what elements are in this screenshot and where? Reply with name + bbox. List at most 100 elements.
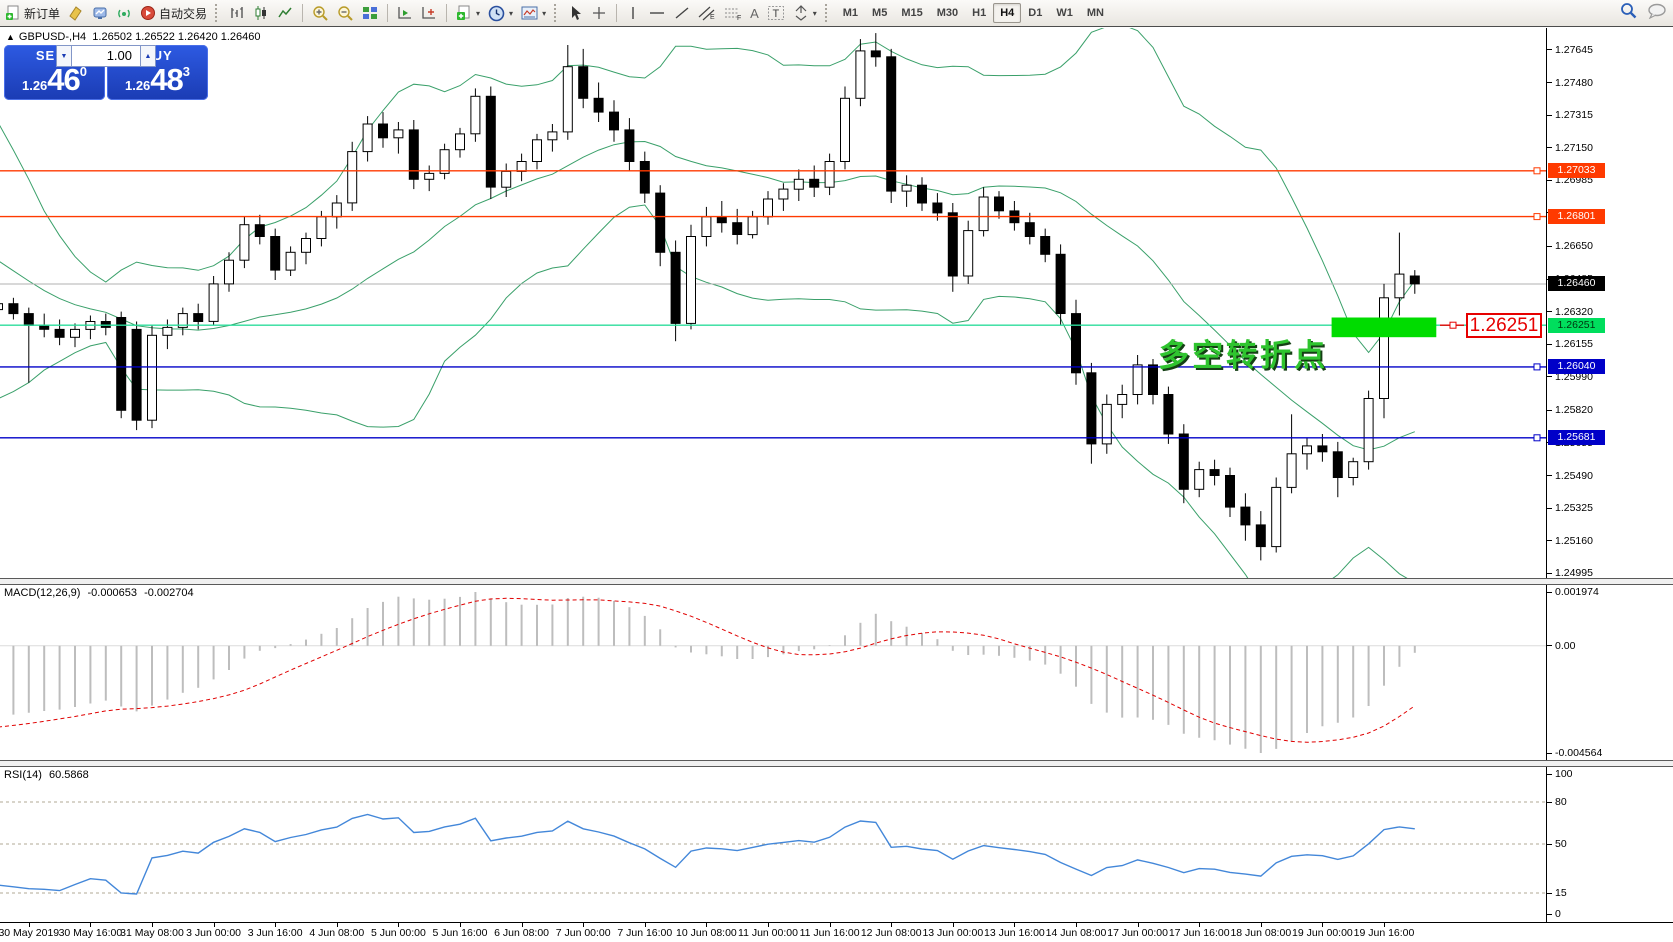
one-click-collapse-icon[interactable]: ▲: [6, 32, 15, 42]
volume-input[interactable]: 1.00: [72, 45, 140, 67]
timeframe-m15-button[interactable]: M15: [901, 7, 923, 19]
autotrading-button[interactable]: 自动交易: [137, 2, 210, 24]
crosshair-button[interactable]: [588, 2, 610, 24]
axis-tick: [1547, 507, 1552, 509]
horizontal-line-tool-button[interactable]: [645, 2, 669, 24]
time-axis[interactable]: 30 May 2019 30 May 16:00 31 May 08:00 3 Jun…: [0, 922, 1673, 942]
signals-button[interactable]: [113, 2, 135, 24]
indicators-button[interactable]: ▾: [453, 2, 483, 24]
chart-annotation-text: 多空转折点: [1158, 338, 1328, 373]
axis-tick-label: 0.00: [1555, 639, 1576, 652]
line-chart-button[interactable]: [274, 2, 296, 24]
axis-tick-label: 0.001974: [1555, 586, 1599, 598]
candlestick-chart-button[interactable]: [250, 2, 272, 24]
timeframe-h4-button[interactable]: H4: [993, 3, 1022, 23]
macd-panel-canvas[interactable]: [0, 584, 1546, 761]
time-label: 6 Jun 08:00: [494, 927, 550, 939]
text-label-tool-button[interactable]: T: [764, 2, 788, 24]
bar-chart-button[interactable]: [226, 2, 248, 24]
axis-tick: [1547, 376, 1552, 378]
time-label: 19 Jun 00:00: [1292, 927, 1353, 939]
chart-profiles-button[interactable]: [65, 2, 87, 24]
auto-scroll-button[interactable]: [394, 2, 416, 24]
trendline-tool-button[interactable]: [671, 2, 693, 24]
axis-tick: [1547, 311, 1552, 313]
chart-shift-button[interactable]: [418, 2, 440, 24]
time-label: 30 May 2019: [0, 927, 60, 939]
caret-down-icon[interactable]: ▾: [476, 8, 481, 18]
clock-icon: [488, 5, 505, 21]
toolbar-grip[interactable]: [215, 4, 221, 22]
toolbar-grip[interactable]: [554, 4, 560, 22]
volume-increase-button[interactable]: ▲: [140, 45, 156, 67]
axis-tick-label: 1.25160: [1555, 534, 1593, 547]
time-label: 5 Jun 00:00: [370, 927, 426, 939]
main-chart-canvas[interactable]: [0, 28, 1546, 578]
templates-button[interactable]: ▾: [518, 2, 549, 24]
axis-tick-label: 1.24995: [1555, 567, 1593, 580]
time-tick: [152, 923, 153, 927]
vertical-line-tool-button[interactable]: [623, 2, 643, 24]
time-label: 11 Jun 00:00: [738, 927, 798, 939]
timeframe-mn-button[interactable]: MN: [1086, 7, 1104, 19]
toolbar-grip[interactable]: [824, 4, 831, 22]
timeframe-m5-button[interactable]: M5: [872, 7, 888, 19]
timeframe-d1-button[interactable]: D1: [1028, 7, 1043, 19]
time-label: 11 Jun 16:00: [799, 927, 860, 939]
timeframe-m30-button[interactable]: M30: [936, 7, 959, 19]
caret-down-icon[interactable]: ▾: [542, 8, 547, 18]
rsi-panel-canvas[interactable]: [0, 766, 1546, 922]
tile-windows-button[interactable]: [359, 2, 381, 24]
timeframe-m1-button[interactable]: M1: [842, 7, 859, 19]
auto-scroll-icon: [398, 7, 412, 19]
crosshair-icon: [593, 7, 606, 19]
axis-tick-label: 100: [1555, 768, 1573, 780]
time-label: 31 May 08:00: [120, 927, 184, 939]
axis-tick-label: 1.27645: [1555, 43, 1593, 56]
axis-tick: [1547, 892, 1552, 894]
time-label: 12 Jun 08:00: [860, 927, 922, 939]
timeframe-h1-button[interactable]: H1: [972, 7, 987, 19]
axis-tick-label: 15: [1555, 887, 1567, 899]
cursor-button[interactable]: [565, 2, 586, 24]
market-watch-button[interactable]: [89, 2, 111, 24]
zoom-in-button[interactable]: [309, 2, 332, 24]
rsi-indicator-label: RSI(14) 60.5868: [4, 769, 89, 781]
time-label: 13 Jun 16:00: [984, 927, 1045, 939]
templates-icon: [521, 6, 538, 19]
arrows-tool-button[interactable]: ▾: [790, 2, 820, 24]
timeframe-w1-button[interactable]: W1: [1056, 7, 1073, 19]
price-axis[interactable]: 1.276451.274801.273151.271501.269851.268…: [1546, 28, 1673, 922]
new-order-button[interactable]: 新订单: [2, 2, 63, 24]
periods-button[interactable]: ▾: [485, 2, 516, 24]
rsi-panel-splitter[interactable]: [0, 760, 1673, 767]
arrows-icon: [795, 5, 807, 21]
axis-tick-label: 1.27480: [1555, 76, 1593, 89]
time-tick: [28, 923, 30, 927]
volume-decrease-button[interactable]: ▼: [56, 45, 72, 67]
equidistant-channel-tool-button[interactable]: E: [695, 2, 719, 24]
time-label: 30 May 16:00: [58, 927, 123, 939]
time-tick: [583, 923, 585, 927]
macd-panel-splitter[interactable]: [0, 578, 1673, 585]
time-label: 5 Jun 16:00: [432, 927, 488, 939]
vertical-line-icon: [632, 7, 634, 19]
axis-tick-label: 1.25490: [1555, 469, 1593, 482]
caret-down-icon[interactable]: ▾: [509, 8, 514, 18]
time-tick: [90, 923, 92, 927]
chart-shift-icon: [422, 7, 436, 19]
fibonacci-tool-button[interactable]: F: [721, 2, 745, 24]
price-level-tag: 1.25681: [1548, 430, 1605, 446]
caret-down-icon[interactable]: ▾: [812, 8, 817, 18]
tile-windows-icon: [363, 7, 378, 19]
timeframe-bar: M1 M5 M15 M30 H1 H4 D1 W1 MN: [836, 3, 1111, 23]
equidistant-channel-icon: E: [698, 6, 715, 21]
search-icon[interactable]: [1620, 2, 1637, 19]
zoom-out-button[interactable]: [334, 2, 357, 24]
axis-tick: [1547, 82, 1552, 83]
time-tick: [891, 923, 893, 927]
text-tool-button[interactable]: A: [747, 2, 762, 24]
price-level-tag: 1.26040: [1548, 359, 1605, 375]
axis-tick: [1547, 245, 1552, 247]
chat-icon[interactable]: [1647, 3, 1667, 19]
